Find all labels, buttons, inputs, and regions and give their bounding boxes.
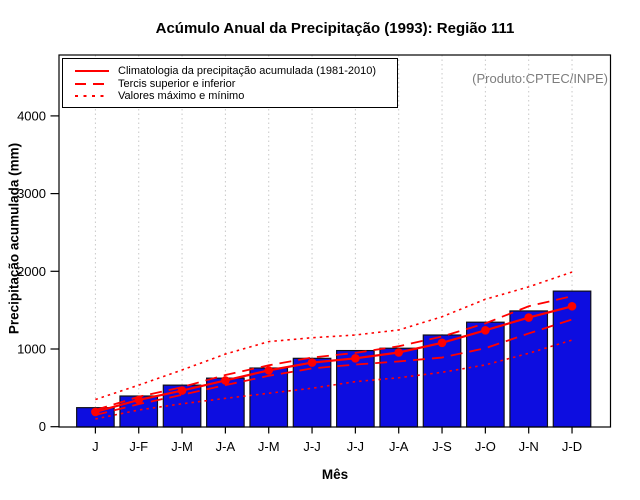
legend-dashed-line-swatch bbox=[75, 82, 109, 85]
legend-item-label: Valores máximo e mínimo bbox=[118, 90, 245, 102]
line-tercil-inferior bbox=[95, 318, 573, 416]
y-axis-title: Precipitação acumulada (mm) bbox=[6, 142, 22, 335]
y-tick-label: 2000 bbox=[17, 264, 46, 279]
marker-J-J bbox=[307, 358, 317, 367]
produto-watermark: (Produto:CPTEC/INPE) bbox=[472, 71, 608, 86]
bar-J-M bbox=[249, 367, 289, 428]
legend-item: Valores máximo e mínimo bbox=[75, 90, 397, 102]
bar-J-J bbox=[292, 357, 332, 428]
line-valor-m-nimo bbox=[95, 339, 573, 420]
legend-item-label: Tercis superior e inferior bbox=[118, 77, 236, 90]
legend-item: Tercis superior e inferior bbox=[75, 78, 397, 90]
x-tick-label: J-M bbox=[171, 439, 193, 454]
marker-J bbox=[91, 407, 100, 417]
x-axis-title: Mês bbox=[321, 467, 349, 482]
marker-J-D bbox=[567, 301, 577, 311]
x-tick-label: J-M bbox=[258, 439, 280, 454]
y-tick-label: 0 bbox=[39, 419, 46, 434]
x-tick-label: J-A bbox=[389, 439, 409, 454]
legend-item: Climatologia da precipitação acumulada (… bbox=[75, 65, 397, 77]
chart-legend: Climatologia da precipitação acumulada (… bbox=[62, 58, 398, 108]
x-tick-label: J bbox=[92, 439, 99, 454]
y-tick-label: 4000 bbox=[17, 108, 46, 123]
line-tercil-superior bbox=[95, 295, 573, 411]
marker-J-S bbox=[437, 338, 447, 348]
marker-J-A bbox=[221, 376, 230, 385]
x-tick-label: J-O bbox=[475, 439, 496, 454]
marker-J-N bbox=[524, 313, 533, 322]
x-tick-label: J-N bbox=[519, 439, 539, 454]
bar-J-S bbox=[422, 334, 462, 428]
marker-J-A bbox=[394, 348, 404, 357]
x-tick-label: J-D bbox=[562, 439, 582, 454]
x-tick-label: J-J bbox=[347, 439, 364, 454]
x-tick-label: J-S bbox=[432, 439, 452, 454]
bar-J-O bbox=[466, 321, 505, 428]
x-tick-label: J-A bbox=[216, 439, 236, 454]
legend-dotted-line-swatch bbox=[75, 95, 109, 97]
chart-title: Acúmulo Anual da Precipitação (1993): Re… bbox=[155, 20, 515, 37]
x-tick-label: J-J bbox=[303, 439, 320, 454]
marker-J-J bbox=[351, 354, 360, 363]
y-tick-label: 3000 bbox=[17, 186, 46, 201]
line-climatologia-da-precipita-o-acumulada-1981-2010- bbox=[95, 305, 573, 413]
plot-border bbox=[58, 54, 612, 428]
marker-J-O bbox=[481, 326, 490, 335]
line-valor-m-ximo bbox=[95, 271, 573, 401]
y-tick-label: 1000 bbox=[17, 342, 46, 357]
legend-item-label: Climatologia da precipitação acumulada (… bbox=[118, 65, 377, 77]
bar-J-A bbox=[379, 347, 419, 428]
legend-solid-line-swatch bbox=[75, 70, 109, 72]
bar-J-D bbox=[552, 290, 592, 428]
bar-J-N bbox=[509, 310, 549, 428]
x-tick-label: J-F bbox=[129, 439, 148, 454]
marker-J-F bbox=[134, 395, 144, 405]
marker-J-M bbox=[177, 386, 187, 395]
marker-J-M bbox=[264, 366, 274, 375]
